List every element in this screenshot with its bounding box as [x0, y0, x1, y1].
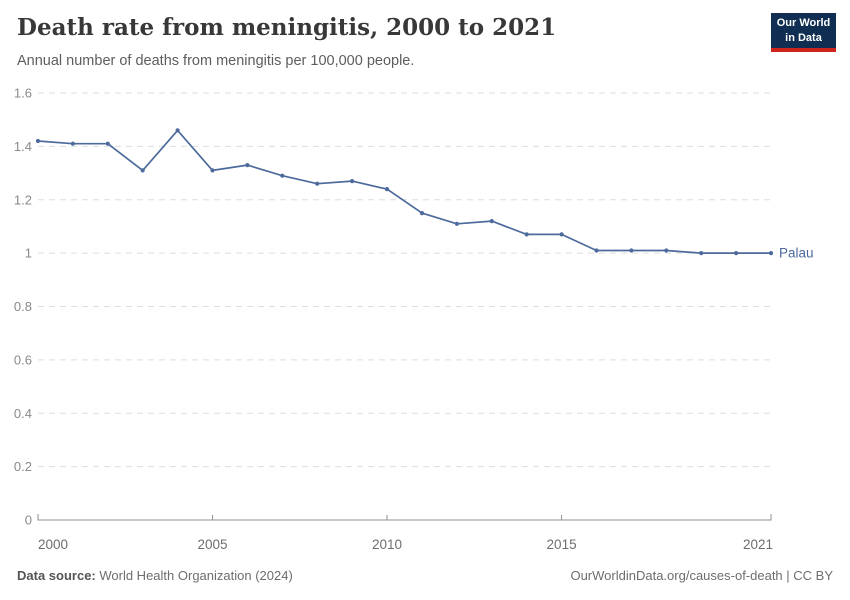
- y-tick-label: 0.6: [14, 352, 32, 367]
- y-tick-label: 1.6: [14, 86, 32, 101]
- data-point[interactable]: [245, 163, 250, 168]
- data-point[interactable]: [70, 141, 75, 146]
- line-chart-plot[interactable]: 0 0.2 0.4 0.6 0.8 1 1.2 1.4 1.6 2000 2005 2010 2015 2…: [0, 0, 850, 560]
- data-point[interactable]: [280, 173, 285, 178]
- y-tick-label: 0.8: [14, 299, 32, 314]
- data-point[interactable]: [559, 232, 564, 237]
- data-point[interactable]: [524, 232, 529, 237]
- y-tick-label: 0.4: [14, 406, 32, 421]
- x-tick-label: 2015: [547, 537, 577, 552]
- data-point[interactable]: [629, 248, 634, 253]
- series-line-palau[interactable]: [37, 129, 771, 254]
- chart-subtitle: Annual number of deaths from meningitis …: [17, 53, 415, 69]
- data-point[interactable]: [384, 187, 390, 192]
- x-tick-label: 2010: [372, 537, 402, 552]
- data-point[interactable]: [489, 219, 494, 224]
- data-source-value: World Health Organization (2024): [95, 568, 293, 583]
- data-point[interactable]: [105, 141, 110, 146]
- y-tick-label: 1: [25, 246, 32, 261]
- data-point[interactable]: [419, 211, 425, 216]
- data-point[interactable]: [699, 251, 704, 256]
- owid-logo[interactable]: Our World in Data: [771, 13, 836, 52]
- data-point[interactable]: [315, 181, 320, 186]
- x-tick-label: 2005: [198, 537, 228, 552]
- data-point[interactable]: [768, 251, 774, 256]
- data-point[interactable]: [175, 128, 180, 133]
- footer-license-link[interactable]: OurWorldinData.org/causes-of-death | CC …: [570, 568, 833, 583]
- data-point[interactable]: [210, 168, 215, 173]
- y-tick-label: 1.2: [14, 192, 32, 207]
- data-point[interactable]: [140, 168, 145, 173]
- series-label-palau[interactable]: Palau: [779, 246, 814, 261]
- data-source: Data source: World Health Organization (…: [17, 568, 293, 583]
- owid-logo-line2: in Data: [785, 31, 822, 44]
- owid-logo-line1: Our World: [776, 17, 831, 30]
- y-tick-label: 0: [25, 513, 32, 528]
- chart-footer: Data source: World Health Organization (…: [17, 568, 833, 583]
- data-point[interactable]: [454, 221, 459, 226]
- data-point[interactable]: [734, 251, 739, 256]
- data-source-label: Data source:: [17, 568, 96, 583]
- data-point[interactable]: [35, 138, 41, 144]
- x-tick-label: 2021: [743, 537, 773, 552]
- x-tick-label: 2000: [38, 537, 68, 552]
- x-axis-line: [37, 514, 772, 521]
- y-tick-label: 1.4: [14, 139, 32, 154]
- y-tick-label: 0.2: [14, 459, 32, 474]
- data-point[interactable]: [664, 248, 669, 253]
- data-point[interactable]: [350, 179, 355, 184]
- chart-title: Death rate from meningitis, 2000 to 2021: [17, 14, 557, 41]
- data-point[interactable]: [594, 248, 599, 253]
